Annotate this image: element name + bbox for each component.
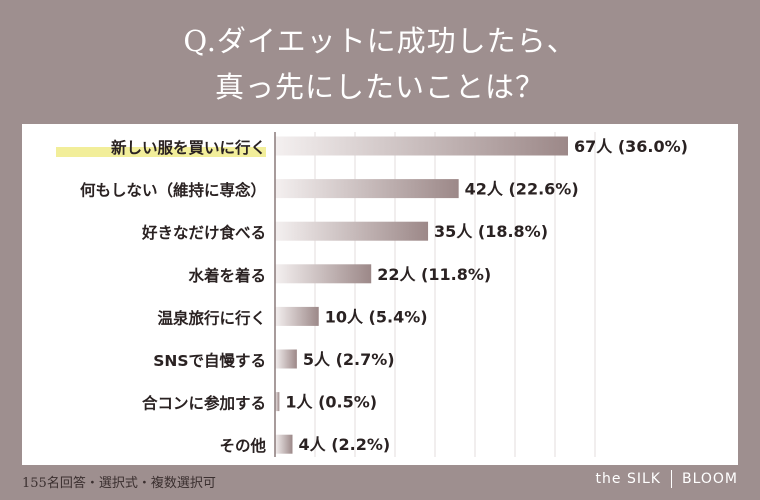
data-label: 4人 (2.2%) xyxy=(298,435,390,454)
data-label: 5人 (2.7%) xyxy=(303,350,395,369)
data-label: 35人 (18.8%) xyxy=(434,222,548,241)
category-label: 水着を着る xyxy=(188,266,266,285)
bar xyxy=(275,179,459,199)
chart-panel: 新しい服を買いに行く 67人 (36.0%) 何もしない（維持に専念） 42人 (22… xyxy=(22,124,738,465)
category-label: 何もしない（維持に専念） xyxy=(80,181,266,200)
bar xyxy=(275,221,429,241)
brand-logo: the SILK BLOOM xyxy=(596,470,738,488)
bar xyxy=(275,434,293,454)
data-label: 67人 (36.0%) xyxy=(574,137,688,156)
brand-divider xyxy=(670,470,672,488)
category-label: その他 xyxy=(219,436,266,455)
bar-chart: 新しい服を買いに行く 67人 (36.0%) 何もしない（維持に専念） 42人 (22… xyxy=(56,132,688,457)
bar xyxy=(275,136,568,156)
category-label: SNSで自慢する xyxy=(153,351,266,370)
category-label: 温泉旅行に行く xyxy=(157,308,266,327)
category-label: 新しい服を買いに行く xyxy=(111,138,266,157)
data-label: 42人 (22.6%) xyxy=(465,180,579,199)
title-line-2: 真っ先にしたいことは？ xyxy=(214,70,545,104)
brand-name-right: BLOOM xyxy=(681,471,738,487)
bar xyxy=(275,264,372,284)
chart-title: Q.ダイエットに成功したら、 真っ先にしたいことは？ xyxy=(0,18,760,110)
footnote: 155名回答・選択式・複数選択可 xyxy=(22,476,216,491)
data-label: 10人 (5.4%) xyxy=(325,307,428,326)
bar xyxy=(275,392,280,412)
category-label: 合コンに参加する xyxy=(142,394,266,413)
bar xyxy=(275,306,319,326)
data-label: 22人 (11.8%) xyxy=(377,265,491,284)
title-line-1: Q.ダイエットに成功したら、 xyxy=(183,24,577,58)
category-label: 好きなだけ食べる xyxy=(141,223,266,242)
bar xyxy=(275,349,297,369)
category-highlight xyxy=(56,147,266,157)
brand-name-left: the SILK xyxy=(595,471,661,487)
data-label: 1人 (0.5%) xyxy=(285,393,377,412)
